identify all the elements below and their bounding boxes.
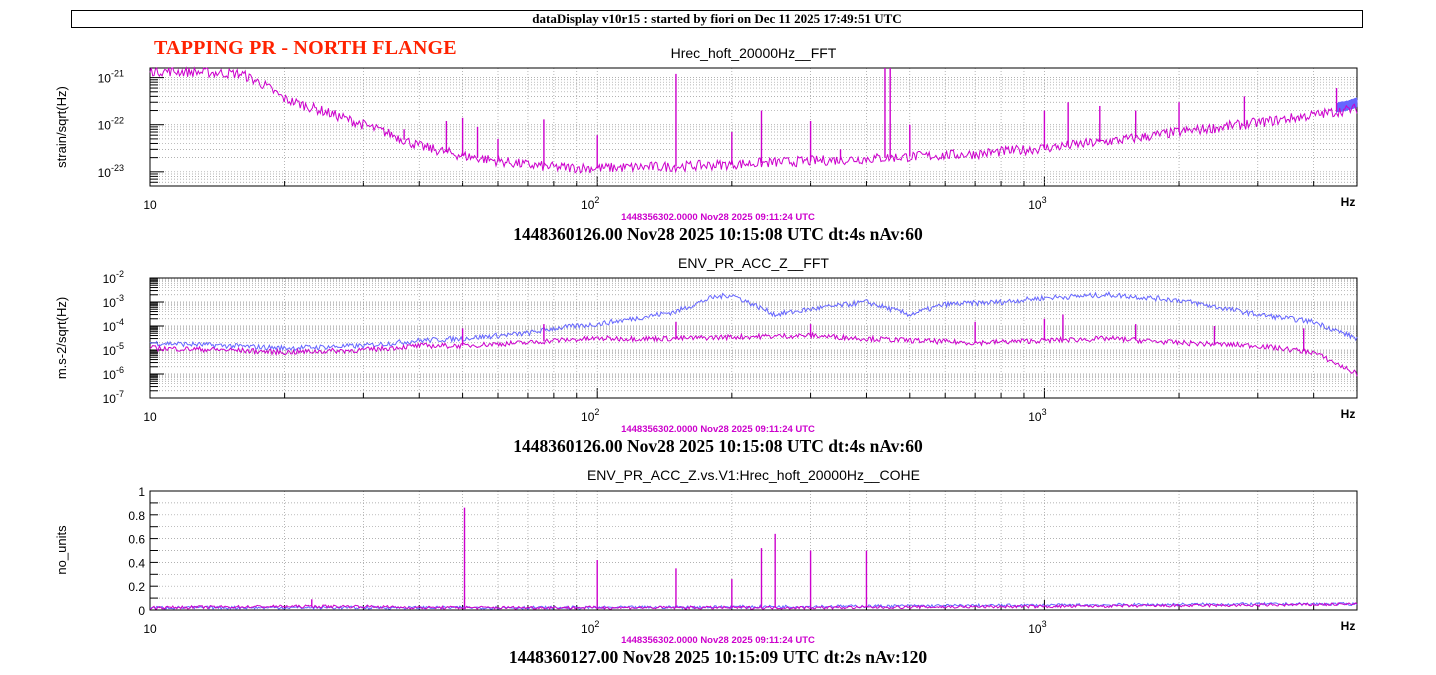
y-tick-label: 1	[138, 485, 145, 499]
x-tick-label: 102	[581, 195, 599, 212]
x-tick-label: 102	[581, 407, 599, 424]
plot-frame	[149, 277, 1358, 399]
y-tick-exponent: -2	[116, 269, 124, 279]
x-tick-exponent: 2	[594, 407, 599, 417]
x-tick-label: 103	[1028, 619, 1046, 636]
grid	[149, 68, 1358, 187]
reference-timestamp: 1448356302.0000 Nov28 2025 09:11:24 UTC	[621, 424, 815, 435]
grid	[149, 277, 1358, 399]
y-tick-exponent: -21	[111, 69, 124, 79]
y-tick-label: 10-3	[103, 293, 124, 310]
y-tick-label: 10-21	[98, 69, 124, 86]
y-axis-label: strain/sqrt(Hz)	[54, 86, 69, 168]
y-tick-label: 10-4	[103, 317, 124, 334]
y-tick-label: 0.8	[128, 509, 145, 523]
x-tick-label: 102	[581, 619, 599, 636]
series-line-current	[149, 291, 1358, 353]
y-tick-exponent: -6	[116, 365, 124, 375]
y-tick-label: 10-2	[103, 269, 124, 286]
x-tick-label: 10	[143, 622, 157, 636]
series-line-current	[1336, 97, 1358, 113]
acquisition-footer: 1448360126.00 Nov28 2025 10:15:08 UTC dt…	[513, 436, 923, 456]
y-tick-label: 10-5	[103, 341, 124, 358]
y-tick-exponent: -3	[116, 293, 124, 303]
y-tick-exponent: -22	[111, 116, 124, 126]
y-tick-label: 10-23	[98, 163, 124, 180]
x-tick-exponent: 3	[1042, 195, 1047, 205]
x-tick-label: 10	[143, 410, 157, 424]
y-tick-exponent: -7	[116, 389, 124, 399]
chart-title: Hrec_hoft_20000Hz__FFT	[671, 45, 837, 61]
plot-frame	[149, 490, 1358, 611]
y-tick-label: 10-22	[98, 116, 124, 133]
plot-frame	[149, 67, 1358, 187]
series-line-reference	[150, 602, 1358, 611]
window-title-banner: dataDisplay v10r15 : started by fiori on…	[71, 10, 1363, 28]
y-tick-label: 10-7	[103, 389, 124, 406]
y-tick-exponent: -5	[116, 341, 124, 351]
series-line-reference	[149, 331, 1358, 377]
chart-title: ENV_PR_ACC_Z.vs.V1:Hrec_hoft_20000Hz__CO…	[587, 467, 920, 483]
y-tick-label: 0.2	[128, 580, 145, 594]
y-tick-label: 0	[138, 604, 145, 618]
y-tick-exponent: -23	[111, 163, 124, 173]
y-tick-label: 0.6	[128, 533, 145, 547]
annotation-title: TAPPING PR - NORTH FLANGE	[154, 37, 457, 59]
acquisition-footer: 1448360127.00 Nov28 2025 10:15:09 UTC dt…	[509, 647, 927, 667]
chart-panel-coherence: ENV_PR_ACC_Z.vs.V1:Hrec_hoft_20000Hz__CO…	[54, 467, 1358, 667]
x-tick-label: 103	[1028, 407, 1046, 424]
x-tick-exponent: 2	[594, 619, 599, 629]
series-line-reference	[149, 66, 1358, 174]
acquisition-footer: 1448360126.00 Nov28 2025 10:15:08 UTC dt…	[513, 224, 923, 244]
x-tick-exponent: 3	[1042, 407, 1047, 417]
x-tick-exponent: 3	[1042, 619, 1047, 629]
grid	[149, 490, 1358, 611]
chart-panel-hrec-fft: Hrec_hoft_20000Hz__FFT strain/sqrt(Hz) 10 1…	[54, 45, 1358, 244]
y-tick-exponent: -4	[116, 317, 124, 327]
y-axis-label: no_units	[54, 525, 69, 575]
y-tick-label: 10-6	[103, 365, 124, 382]
x-axis-unit: Hz	[1341, 407, 1356, 421]
chart-title: ENV_PR_ACC_Z__FFT	[678, 255, 829, 271]
y-tick-label: 0.4	[128, 556, 145, 570]
x-axis-unit: Hz	[1341, 619, 1356, 633]
x-tick-exponent: 2	[594, 195, 599, 205]
x-tick-label: 10	[143, 198, 157, 212]
y-axis-label: m.s-2/sqrt(Hz)	[54, 297, 69, 379]
reference-timestamp: 1448356302.0000 Nov28 2025 09:11:24 UTC	[621, 635, 815, 646]
x-axis-unit: Hz	[1341, 195, 1356, 209]
reference-timestamp: 1448356302.0000 Nov28 2025 09:11:24 UTC	[621, 212, 815, 223]
chart-panel-env-acc-fft: ENV_PR_ACC_Z__FFT m.s-2/sqrt(Hz) 10 102 103 1…	[54, 255, 1358, 456]
x-tick-label: 103	[1028, 195, 1046, 212]
